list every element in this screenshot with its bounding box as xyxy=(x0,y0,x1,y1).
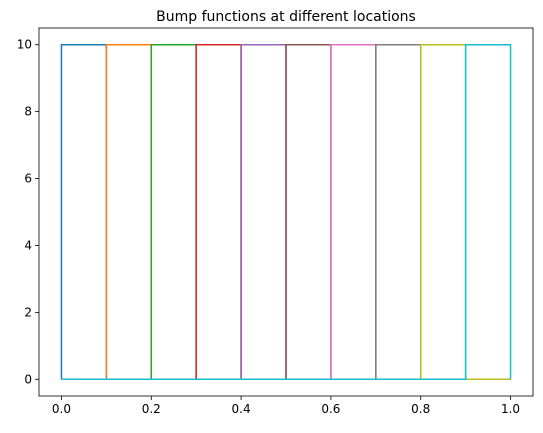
y-tick-label: 2 xyxy=(24,305,32,319)
x-tick-label: 0.2 xyxy=(142,402,161,416)
y-axis: 0 2 4 6 8 10 xyxy=(17,38,39,386)
chart-title: Bump functions at different locations xyxy=(156,9,416,25)
series-layer xyxy=(60,43,512,381)
bump-series-line-6 xyxy=(61,43,511,381)
y-tick-label: 4 xyxy=(24,238,32,252)
y-tick-label: 0 xyxy=(24,372,32,386)
x-tick-label: 0.6 xyxy=(321,402,340,416)
x-axis: 0.0 0.2 0.4 0.6 0.8 1.0 xyxy=(52,396,520,416)
y-tick-label: 6 xyxy=(24,172,32,186)
y-tick-label: 10 xyxy=(17,38,32,52)
x-tick-label: 0.8 xyxy=(411,402,430,416)
bump-series-line-10 xyxy=(61,43,512,381)
y-tick-label: 8 xyxy=(24,105,32,119)
plot-frame xyxy=(38,27,534,397)
x-tick-label: 0.0 xyxy=(52,402,71,416)
x-tick-label: 0.4 xyxy=(232,402,251,416)
x-tick-label: 1.0 xyxy=(501,402,520,416)
